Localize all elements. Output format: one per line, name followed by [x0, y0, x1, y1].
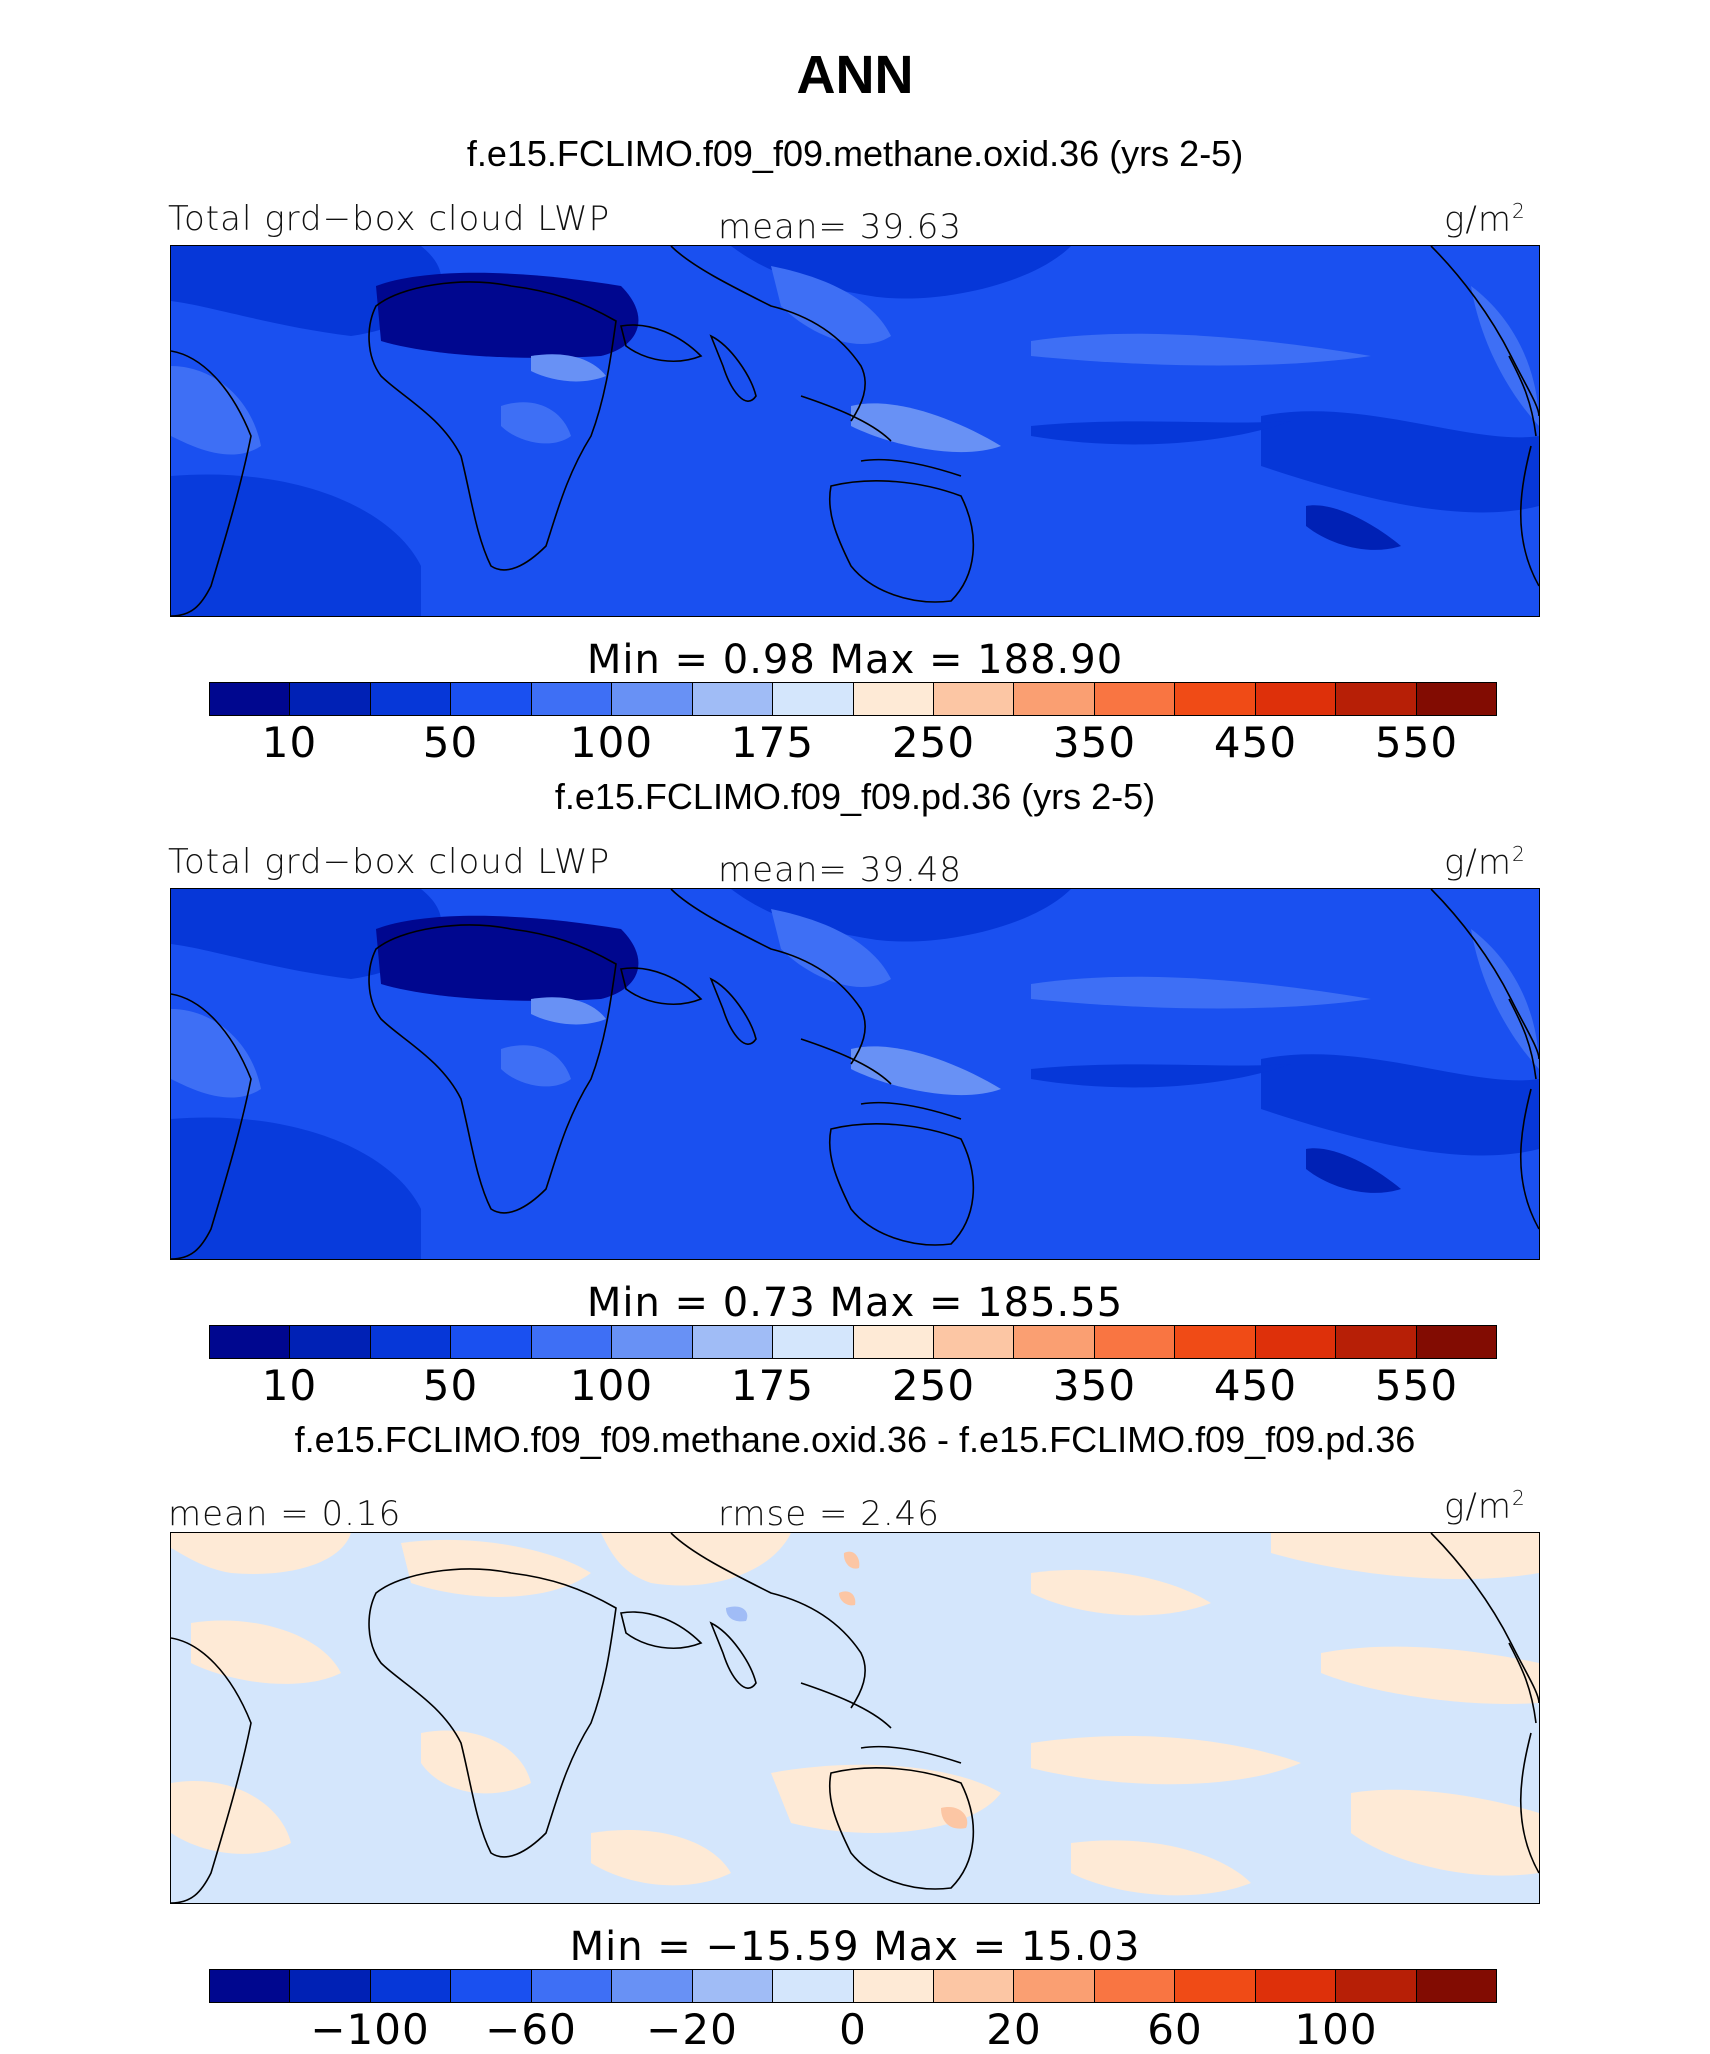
panel-3-case-title: f.e15.FCLIMO.f09_f09.methane.oxid.36 - f…: [294, 1419, 1416, 1460]
panel-3-rmse-label: rmse = 2.46: [718, 1494, 940, 1534]
colorbar-tick-label: 10: [261, 1361, 318, 1410]
colorbar-swatch: [853, 1326, 934, 1358]
panel-3-map: [170, 1532, 1540, 1904]
colorbar-swatch: [210, 1326, 291, 1358]
panel-1-unit-label: g/m2: [1444, 199, 1526, 240]
colorbar-swatch: [933, 683, 1015, 715]
panel-1-map: [170, 245, 1540, 617]
colorbar-swatch: [1255, 683, 1337, 715]
colorbar-tick-label: 50: [422, 1361, 479, 1410]
colorbar-tick-label: 50: [422, 718, 479, 767]
colorbar-swatch: [1416, 683, 1496, 715]
colorbar-swatch: [290, 683, 371, 715]
panel-3-unit-label: g/m2: [1444, 1486, 1526, 1527]
panel-1-mean-label: mean= 39.63: [718, 207, 963, 247]
colorbar-swatch: [1014, 1326, 1095, 1358]
colorbar-swatch: [451, 683, 532, 715]
colorbar-swatch: [612, 1970, 693, 2002]
colorbar-tick-label: 100: [569, 718, 654, 767]
panel-2-mean-label: mean= 39.48: [718, 850, 963, 890]
colorbar-swatch: [773, 1970, 854, 2002]
colorbar-swatch: [1175, 1326, 1256, 1358]
colorbar-swatch: [1094, 683, 1176, 715]
colorbar-swatch: [1094, 1326, 1176, 1358]
colorbar-tick-label: 10: [261, 718, 318, 767]
colorbar-swatch: [1094, 1970, 1176, 2002]
colorbar-swatch: [451, 1326, 532, 1358]
panel-1-minmax: Min = 0.98 Max = 188.90: [586, 637, 1124, 683]
colorbar-tick-label: 0: [839, 2005, 867, 2054]
colorbar-swatch: [612, 1326, 693, 1358]
colorbar-swatch: [1255, 1970, 1337, 2002]
panel-2-minmax: Min = 0.73 Max = 185.55: [586, 1280, 1124, 1326]
panel-1-map-field: [171, 246, 1539, 616]
colorbar-tick-label: −20: [646, 2005, 738, 2054]
colorbar-swatch: [1336, 1970, 1417, 2002]
colorbar-tick-label: 175: [730, 1361, 815, 1410]
colorbar-swatch: [853, 1970, 934, 2002]
panel-1-variable-label: Total grd−box cloud LWP: [168, 199, 611, 239]
colorbar-swatch: [692, 1326, 774, 1358]
panel-2-variable-label: Total grd−box cloud LWP: [168, 842, 611, 882]
panel-1-case-title: f.e15.FCLIMO.f09_f09.methane.oxid.36 (yr…: [466, 133, 1244, 174]
colorbar-swatch: [1014, 683, 1095, 715]
colorbar-swatch: [1336, 683, 1417, 715]
colorbar-swatch: [933, 1970, 1015, 2002]
colorbar-swatch: [290, 1970, 371, 2002]
colorbar-swatch: [210, 1970, 291, 2002]
colorbar-tick-label: 450: [1213, 718, 1298, 767]
colorbar-swatch: [1416, 1326, 1496, 1358]
colorbar-swatch: [1014, 1970, 1095, 2002]
colorbar-tick-label: 100: [1294, 2005, 1378, 2054]
colorbar-swatch: [1336, 1326, 1417, 1358]
panel-2-unit-label: g/m2: [1444, 842, 1526, 883]
colorbar-tick-label: −60: [485, 2005, 577, 2054]
panel-3-minmax: Min = −15.59 Max = 15.03: [569, 1924, 1141, 1970]
colorbar-tick-label: −100: [310, 2005, 430, 2054]
colorbar-swatch: [370, 1326, 452, 1358]
colorbar-swatch: [933, 1326, 1015, 1358]
colorbar-tick-label: 350: [1052, 718, 1137, 767]
colorbar-swatch: [451, 1970, 532, 2002]
colorbar-swatch: [531, 1326, 613, 1358]
colorbar-tick-label: 20: [986, 2005, 1042, 2054]
colorbar-swatch: [612, 683, 693, 715]
colorbar-tick-label: 550: [1374, 718, 1459, 767]
colorbar-swatch: [531, 1970, 613, 2002]
panel-1-colorbar: [209, 682, 1497, 716]
figure-title: ANN: [796, 45, 914, 105]
colorbar-swatch: [692, 1970, 774, 2002]
panel-2-colorbar: [209, 1325, 1497, 1359]
colorbar-swatch: [1175, 1970, 1256, 2002]
colorbar-tick-label: 175: [730, 718, 815, 767]
colorbar-swatch: [290, 1326, 371, 1358]
panel-3-mean-label: mean = 0.16: [168, 1494, 402, 1534]
colorbar-swatch: [1416, 1970, 1496, 2002]
colorbar-swatch: [370, 683, 452, 715]
colorbar-tick-label: 350: [1052, 1361, 1137, 1410]
colorbar-tick-label: 450: [1213, 1361, 1298, 1410]
colorbar-tick-label: 60: [1147, 2005, 1203, 2054]
colorbar-swatch: [853, 683, 934, 715]
panel-2-map-field: [171, 889, 1539, 1259]
colorbar-swatch: [692, 683, 774, 715]
colorbar-swatch: [773, 683, 854, 715]
colorbar-tick-label: 250: [891, 718, 976, 767]
colorbar-swatch: [773, 1326, 854, 1358]
panel-2-map: [170, 888, 1540, 1260]
colorbar-swatch: [210, 683, 291, 715]
colorbar-tick-label: 550: [1374, 1361, 1459, 1410]
panel-3-colorbar: [209, 1969, 1497, 2003]
colorbar-swatch: [1255, 1326, 1337, 1358]
colorbar-swatch: [531, 683, 613, 715]
colorbar-tick-label: 100: [569, 1361, 654, 1410]
colorbar-tick-label: 250: [891, 1361, 976, 1410]
colorbar-swatch: [1175, 683, 1256, 715]
colorbar-swatch: [370, 1970, 452, 2002]
panel-3-map-field: [171, 1533, 1539, 1903]
panel-2-case-title: f.e15.FCLIMO.f09_f09.pd.36 (yrs 2-5): [554, 776, 1156, 817]
